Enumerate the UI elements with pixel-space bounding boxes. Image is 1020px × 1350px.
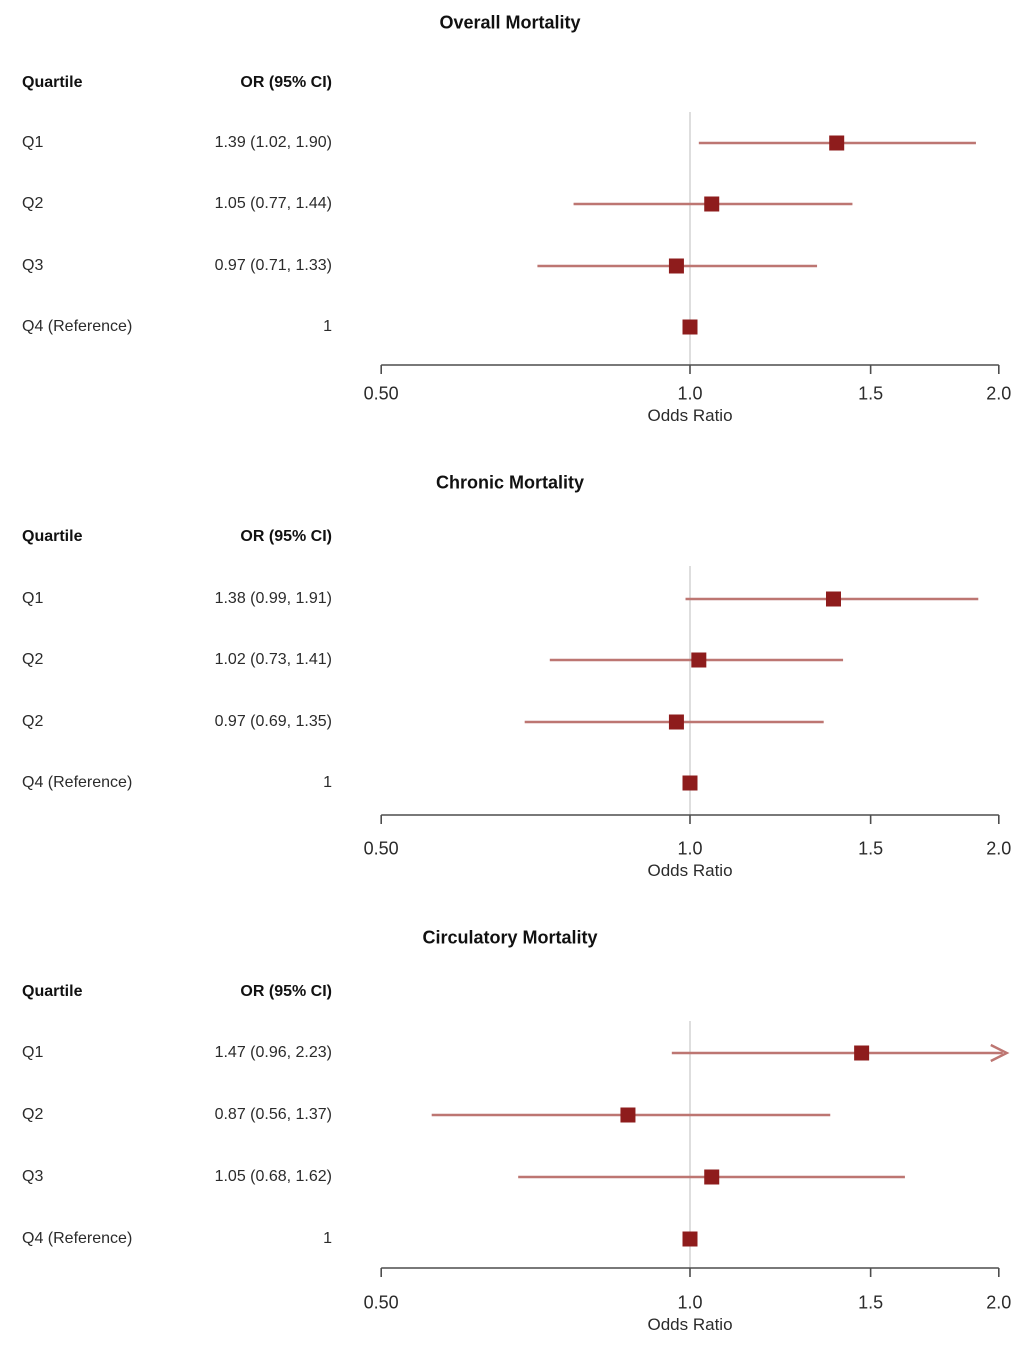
row-label: Q1	[22, 1044, 44, 1061]
axis-tick-label: 1.5	[858, 1292, 884, 1313]
row-label: Q2	[22, 713, 44, 730]
row-label: Q4 (Reference)	[22, 774, 133, 791]
or-marker	[829, 135, 845, 151]
axis-tick-label: 1.0	[677, 838, 703, 859]
or-marker	[854, 1045, 870, 1061]
row-label: Q1	[22, 590, 44, 607]
row-or-value: 1.47 (0.96, 2.23)	[214, 1044, 332, 1061]
row-or-value: 1	[323, 1230, 332, 1247]
column-header-quartile: Quartile	[22, 983, 83, 1000]
or-marker	[682, 319, 698, 335]
panel-title: Circulatory Mortality	[422, 927, 598, 948]
or-marker	[691, 652, 707, 668]
axis-tick-label: 1.0	[677, 383, 703, 404]
row-or-value: 1	[323, 318, 332, 335]
axis-tick-label: 0.50	[363, 838, 399, 859]
row-label: Q2	[22, 195, 44, 212]
column-header-quartile: Quartile	[22, 74, 83, 91]
row-or-value: 0.97 (0.69, 1.35)	[214, 713, 332, 730]
or-marker	[668, 258, 684, 274]
axis-tick-label: 1.5	[858, 838, 884, 859]
row-or-value: 1.05 (0.68, 1.62)	[214, 1168, 332, 1185]
row-or-value: 1.02 (0.73, 1.41)	[214, 651, 332, 668]
axis-tick-label: 2.0	[986, 838, 1012, 859]
row-label: Q4 (Reference)	[22, 318, 133, 335]
or-marker	[682, 775, 698, 791]
row-label: Q4 (Reference)	[22, 1230, 133, 1247]
column-header-or-ci: OR (95% CI)	[240, 74, 332, 91]
axis-tick-label: 0.50	[363, 383, 399, 404]
row-or-value: 0.87 (0.56, 1.37)	[214, 1106, 332, 1123]
axis-title: Odds Ratio	[647, 406, 733, 425]
row-label: Q2	[22, 1106, 44, 1123]
row-or-value: 1.39 (1.02, 1.90)	[214, 134, 332, 151]
axis-tick-label: 2.0	[986, 383, 1012, 404]
axis-tick-label: 2.0	[986, 1292, 1012, 1313]
row-or-value: 1	[323, 774, 332, 791]
or-marker	[668, 714, 684, 730]
row-or-value: 1.38 (0.99, 1.91)	[214, 590, 332, 607]
or-marker	[825, 591, 841, 607]
row-label: Q2	[22, 651, 44, 668]
arrow-head	[990, 1043, 1010, 1063]
or-marker	[704, 1169, 720, 1185]
axis-tick-label: 1.0	[677, 1292, 703, 1313]
or-marker	[704, 196, 720, 212]
row-label: Q3	[22, 1168, 44, 1185]
row-label: Q3	[22, 257, 44, 274]
panel-title: Overall Mortality	[439, 12, 581, 33]
axis-tick-label: 1.5	[858, 383, 884, 404]
axis-title: Odds Ratio	[647, 861, 733, 880]
or-marker	[682, 1231, 698, 1247]
or-marker	[620, 1107, 636, 1123]
column-header-or-ci: OR (95% CI)	[240, 528, 332, 545]
column-header-quartile: Quartile	[22, 528, 83, 545]
row-or-value: 1.05 (0.77, 1.44)	[214, 195, 332, 212]
column-header-or-ci: OR (95% CI)	[240, 983, 332, 1000]
row-label: Q1	[22, 134, 44, 151]
axis-tick-label: 0.50	[363, 1292, 399, 1313]
axis-title: Odds Ratio	[647, 1315, 733, 1334]
row-or-value: 0.97 (0.71, 1.33)	[214, 257, 332, 274]
panel-title: Chronic Mortality	[435, 472, 585, 493]
